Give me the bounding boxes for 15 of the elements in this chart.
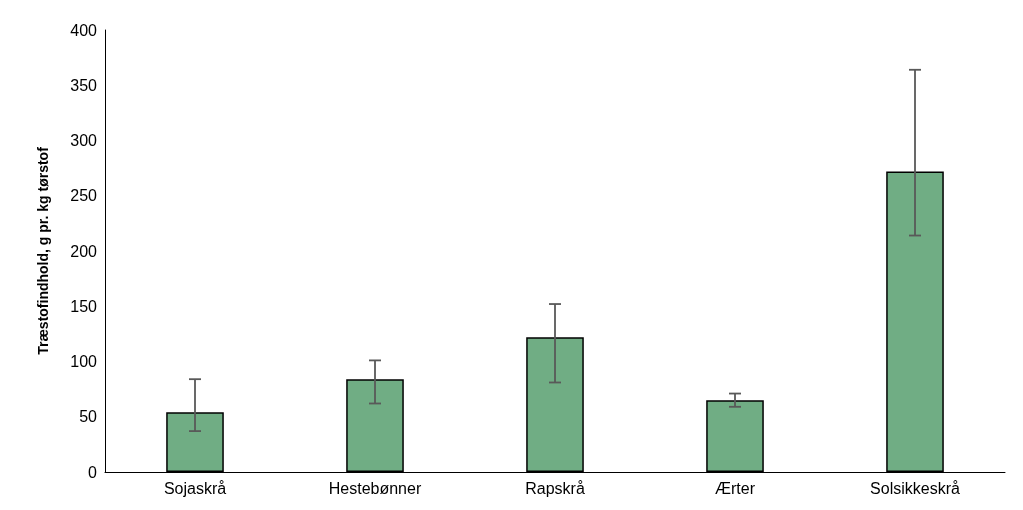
y-tick-label: 400: [70, 21, 98, 39]
y-tick-label: 100: [70, 353, 98, 370]
x-tick-label: Sojaskrå: [163, 479, 227, 497]
y-tick-label: 250: [70, 187, 98, 205]
x-tick-label: Rapskrå: [525, 479, 585, 497]
y-tick-label: 50: [79, 408, 98, 426]
y-tick-label: 200: [70, 242, 98, 260]
x-tick-label: Ærter: [715, 479, 756, 497]
y-tick-label: 300: [70, 132, 98, 149]
x-tick-label: Hestebønner: [328, 479, 422, 497]
x-tick-label: Solsikkeskrå: [870, 479, 960, 497]
y-tick-label: 0: [88, 463, 98, 481]
y-tick-label: 150: [70, 297, 98, 315]
y-axis-title: Træstofindhold, g pr. kg tørstof: [35, 146, 51, 355]
y-tick-label: 350: [70, 76, 98, 94]
